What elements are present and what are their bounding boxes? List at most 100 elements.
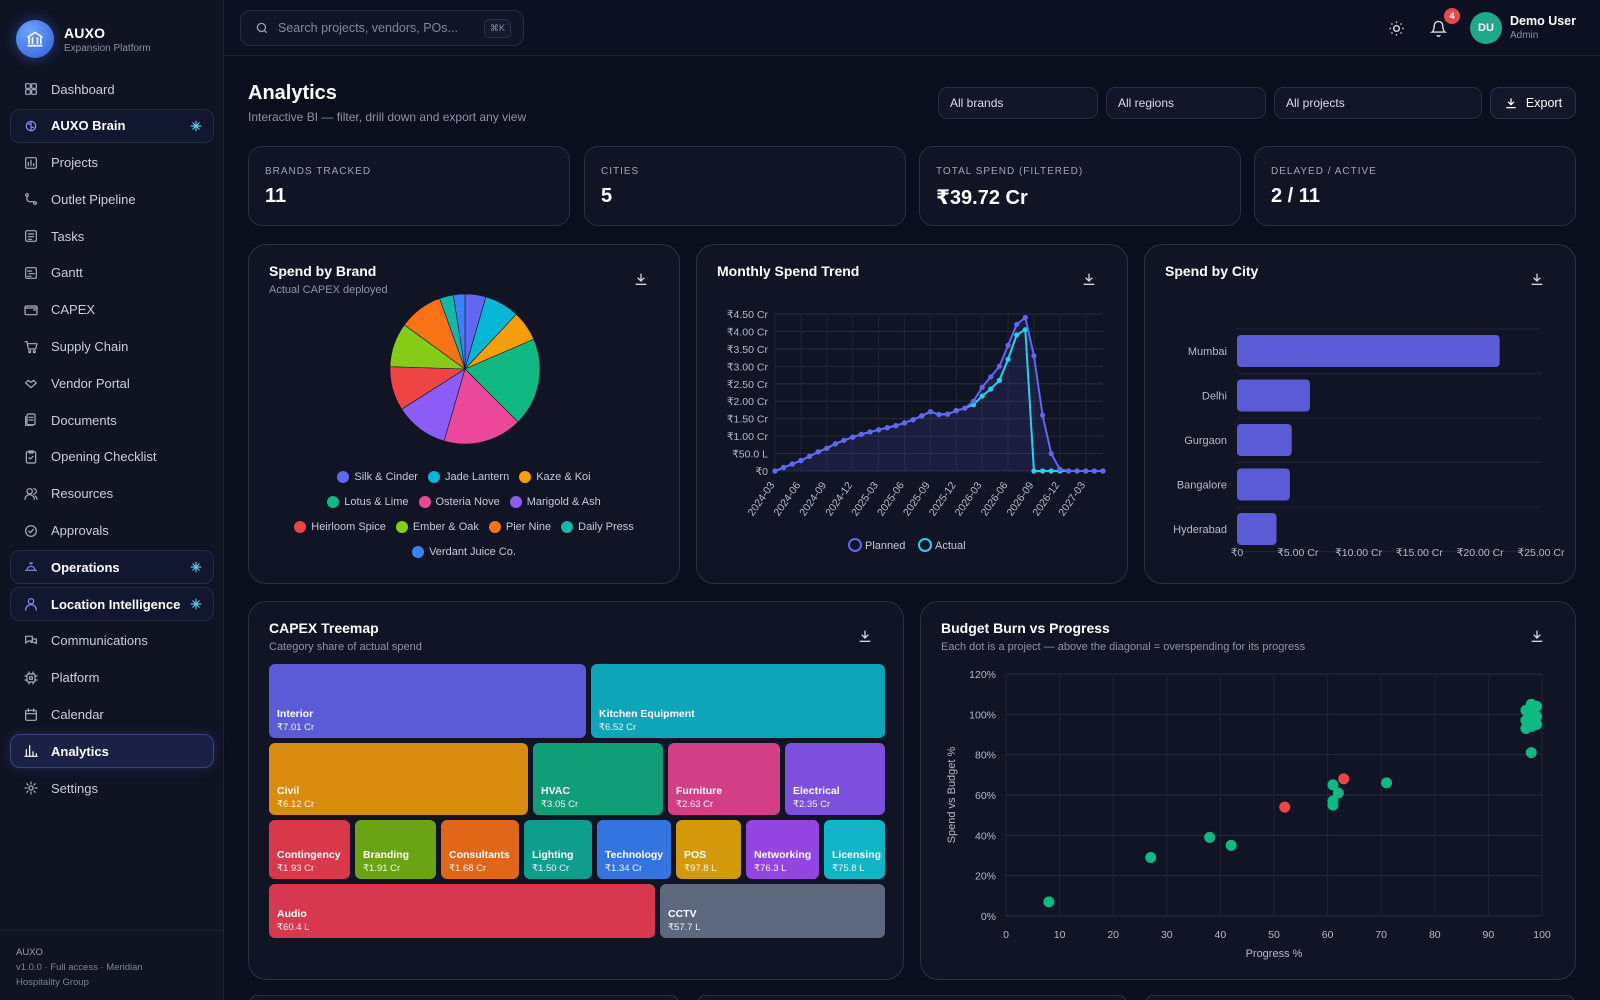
legend-item[interactable]: Osteria Nove (418, 496, 500, 508)
data-point[interactable] (988, 374, 994, 380)
treemap-cell-electrical[interactable]: Electrical ₹2.35 Cr (785, 743, 885, 815)
data-point[interactable] (781, 464, 787, 471)
treemap-cell-pos[interactable]: POS ₹97.8 L (676, 820, 741, 879)
data-point[interactable] (789, 461, 795, 467)
data-point[interactable] (806, 453, 813, 459)
data-point[interactable] (1083, 468, 1089, 474)
data-point[interactable] (1014, 321, 1020, 328)
sidebar-item-analytics[interactable]: Analytics (10, 734, 214, 769)
data-point[interactable] (945, 411, 951, 417)
sidebar-item-outlet-pipeline[interactable]: Outlet Pipeline (10, 182, 214, 216)
search-input[interactable]: Search projects, vendors, POs... ⌘K (240, 10, 524, 46)
brand[interactable]: AUXO Expansion Platform (16, 20, 151, 58)
scatter-point[interactable] (1332, 787, 1344, 799)
data-point[interactable] (850, 434, 856, 440)
data-point[interactable] (1022, 327, 1028, 333)
scatter-point[interactable] (1327, 795, 1339, 807)
treemap-cell-hvac[interactable]: HVAC ₹3.05 Cr (533, 743, 663, 815)
sidebar-item-tasks[interactable]: Tasks (10, 219, 214, 253)
sidebar-item-platform[interactable]: Platform (10, 661, 214, 695)
data-point[interactable] (1048, 450, 1054, 457)
treemap-cell-audio[interactable]: Audio ₹60.4 L (269, 884, 655, 938)
notifications-bell-icon[interactable] (1427, 17, 1449, 39)
sidebar-item-supply-chain[interactable]: Supply Chain (10, 330, 214, 364)
scatter-point[interactable] (1338, 773, 1350, 785)
data-point[interactable] (1048, 468, 1054, 474)
sidebar-item-calendar[interactable]: Calendar (10, 698, 214, 732)
bar[interactable] (1237, 335, 1500, 367)
data-point[interactable] (875, 427, 882, 433)
download-icon[interactable] (633, 271, 649, 287)
data-point[interactable] (979, 393, 985, 399)
treemap-cell-interior[interactable]: Interior ₹7.01 Cr (269, 664, 586, 738)
sidebar-item-projects[interactable]: Projects (10, 146, 214, 180)
treemap-cell-kitchen-equipment[interactable]: Kitchen Equipment ₹6.52 Cr (591, 664, 885, 738)
bar[interactable] (1237, 513, 1277, 545)
data-point[interactable] (953, 408, 959, 414)
data-point[interactable] (1091, 468, 1097, 474)
data-point[interactable] (1065, 468, 1072, 474)
data-point[interactable] (1039, 412, 1046, 418)
scatter-point[interactable] (1327, 779, 1339, 791)
data-point[interactable] (1005, 356, 1011, 362)
treemap-cell-civil[interactable]: Civil ₹6.12 Cr (269, 743, 528, 815)
data-point[interactable] (1014, 332, 1020, 338)
data-point[interactable] (919, 413, 925, 419)
sidebar-item-approvals[interactable]: Approvals (10, 514, 214, 548)
sidebar-item-location-intelligence[interactable]: Location Intelligence (10, 587, 214, 622)
legend-item[interactable]: Jade Lantern (427, 471, 509, 483)
treemap-cell-licensing[interactable]: Licensing ₹75.8 L (824, 820, 885, 879)
sidebar-item-auxo-brain[interactable]: AUXO Brain (10, 108, 214, 143)
data-point[interactable] (988, 386, 994, 392)
download-icon[interactable] (1081, 271, 1097, 287)
data-point[interactable] (1005, 342, 1011, 348)
data-point[interactable] (996, 377, 1003, 383)
theme-toggle-sun-icon[interactable] (1385, 17, 1407, 39)
data-point[interactable] (858, 431, 864, 437)
data-point[interactable] (927, 409, 933, 415)
sidebar-item-dashboard[interactable]: Dashboard (10, 72, 214, 106)
line-chart[interactable]: ₹0 ₹50.0 L ₹1.00 Cr ₹1.50 Cr ₹2.00 Cr ₹2.50 C… (697, 245, 1128, 584)
legend-item[interactable]: Ember & Oak (395, 521, 479, 533)
data-point[interactable] (1100, 468, 1106, 474)
treemap-cell-contingency[interactable]: Contingency ₹1.93 Cr (269, 820, 350, 879)
legend-item[interactable]: Pier Nine (488, 521, 551, 533)
treemap-cell-technology[interactable]: Technology ₹1.34 Cr (597, 820, 671, 879)
treemap-cell-branding[interactable]: Branding ₹1.91 Cr (355, 820, 436, 879)
data-point[interactable] (996, 363, 1003, 369)
user-name[interactable]: Demo User (1510, 14, 1576, 28)
scatter-point[interactable] (1204, 831, 1216, 843)
pie-chart[interactable] (249, 245, 680, 475)
sidebar-item-opening-checklist[interactable]: Opening Checklist (10, 440, 214, 474)
scatter-point[interactable] (1225, 839, 1237, 851)
sidebar-item-vendor-portal[interactable]: Vendor Portal (10, 366, 214, 400)
scatter-point[interactable] (1381, 777, 1393, 789)
sidebar-item-communications[interactable]: Communications (10, 624, 214, 658)
legend-item[interactable]: Verdant Juice Co. (412, 546, 516, 558)
treemap-cell-consultants[interactable]: Consultants ₹1.68 Cr (441, 820, 519, 879)
bar[interactable] (1237, 379, 1310, 412)
download-icon[interactable] (1529, 271, 1545, 287)
download-icon[interactable] (857, 628, 873, 644)
sidebar-item-capex[interactable]: CAPEX (10, 293, 214, 327)
legend-item[interactable]: Lotus & Lime (327, 496, 409, 508)
data-point[interactable] (962, 405, 968, 411)
treemap-cell-cctv[interactable]: CCTV ₹57.7 L (660, 884, 885, 938)
legend-item[interactable]: Silk & Cinder (337, 471, 418, 483)
sidebar-item-documents[interactable]: Documents (10, 403, 214, 437)
scatter-chart[interactable]: 0% 20% 40% 60% 80% 100% 120% 0 10 20 30 40 50 60 70 80 9… (921, 602, 1576, 980)
legend-item[interactable]: Heirloom Spice (294, 521, 386, 533)
pie-slice[interactable] (464, 338, 541, 423)
legend-item[interactable]: Marigold & Ash (509, 496, 601, 508)
data-point[interactable] (841, 437, 847, 443)
project-filter-select[interactable]: All projects (1274, 87, 1482, 119)
export-button[interactable]: Export (1490, 87, 1576, 119)
scatter-point[interactable] (1531, 710, 1543, 722)
data-point[interactable] (910, 417, 916, 423)
data-point[interactable] (1022, 314, 1028, 321)
data-point[interactable] (1031, 353, 1037, 359)
data-point[interactable] (1074, 468, 1080, 474)
sidebar-item-resources[interactable]: Resources (10, 477, 214, 511)
avatar[interactable]: DU (1470, 12, 1502, 44)
data-point[interactable] (893, 423, 899, 429)
